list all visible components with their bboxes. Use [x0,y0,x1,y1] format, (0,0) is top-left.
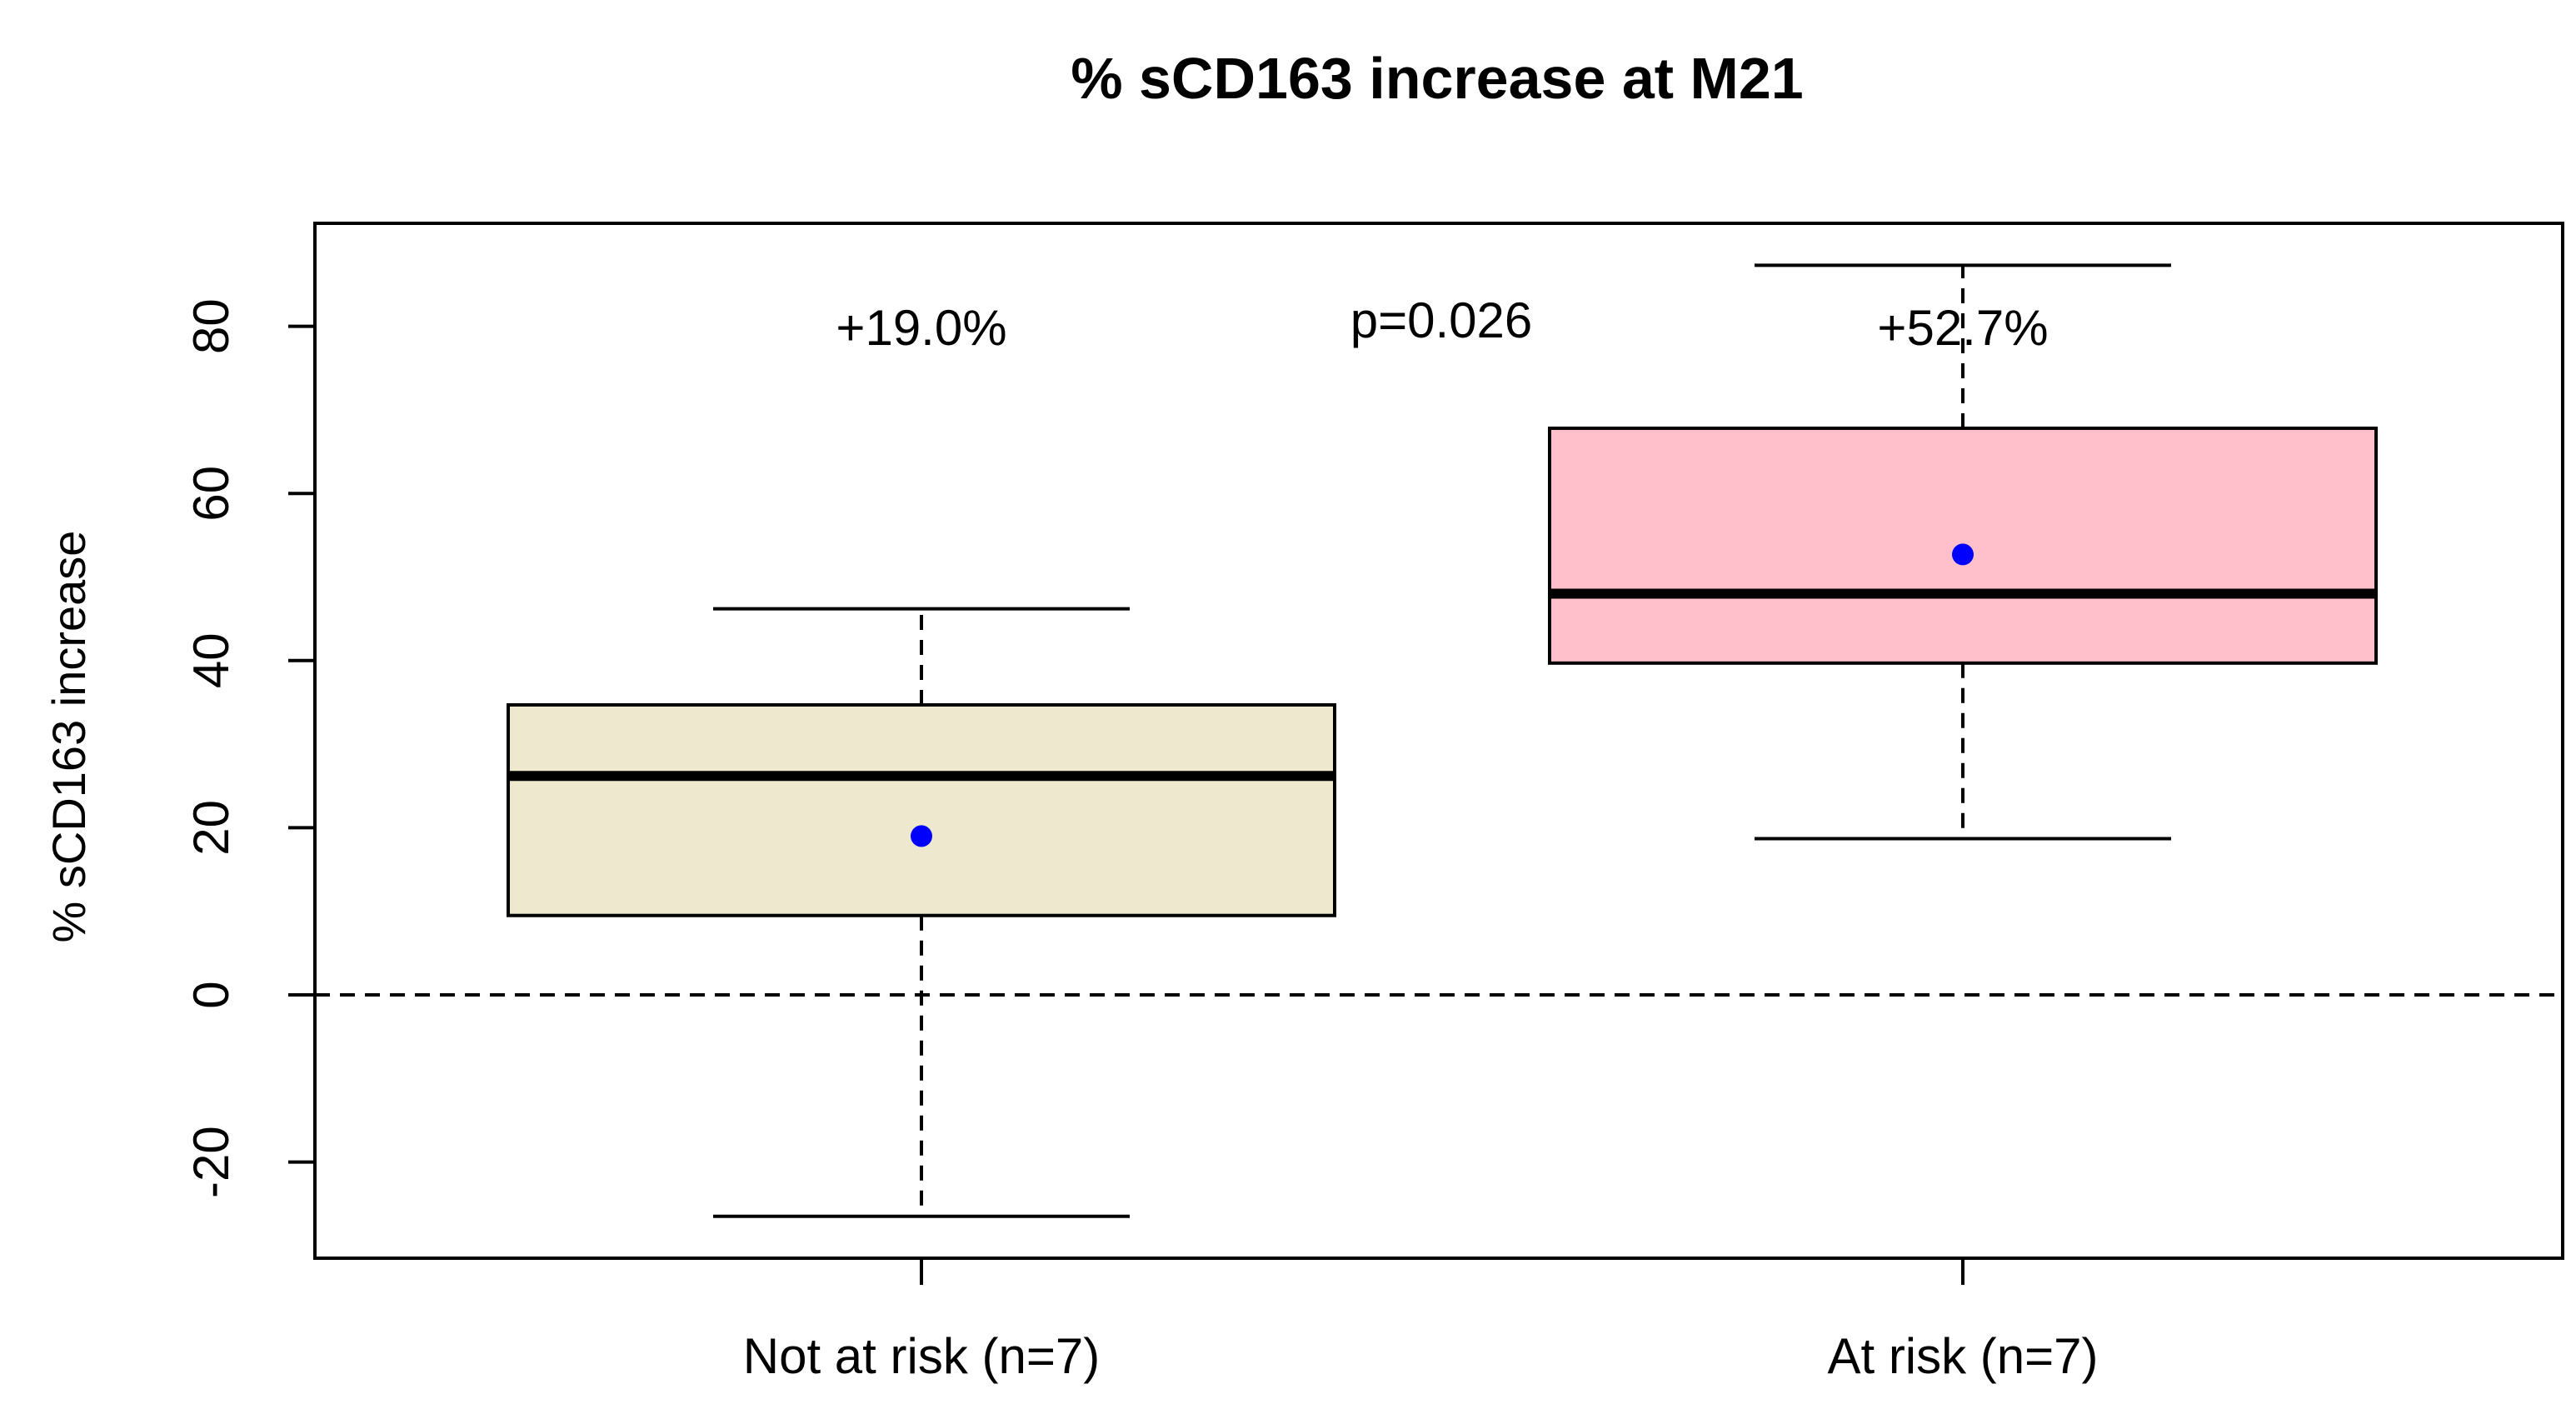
box-not-at-risk [507,702,1336,917]
y-tick-label-4: 60 [183,466,239,522]
mean-point-not-at-risk [911,825,932,847]
box-at-risk [1548,426,2378,665]
plot-area: +19.0% Not at risk (n=7) +52.7% At risk (n=… [183,222,2564,1384]
annotation-not-at-risk: +19.0% [836,300,1006,356]
y-axis-label: % sCD163 increase [42,531,95,943]
y-tick-label-1: 0 [183,981,239,1008]
y-tick-label-2: 20 [183,800,239,856]
x-tick-label-at-risk: At risk (n=7) [1827,1328,2098,1384]
annotation-at-risk: +52.7% [1877,300,2048,356]
y-tick-label-3: 40 [183,632,239,688]
x-tick-label-not-at-risk: Not at risk (n=7) [743,1328,1100,1384]
chart-title: % sCD163 increase at M21 [1071,46,1803,111]
p-value-label: p=0.026 [1350,292,1533,348]
y-tick-label-0: -20 [183,1126,239,1198]
plot-frame [313,222,2564,1260]
y-tick-label-5: 80 [183,298,239,354]
mean-point-at-risk [1952,543,1974,566]
